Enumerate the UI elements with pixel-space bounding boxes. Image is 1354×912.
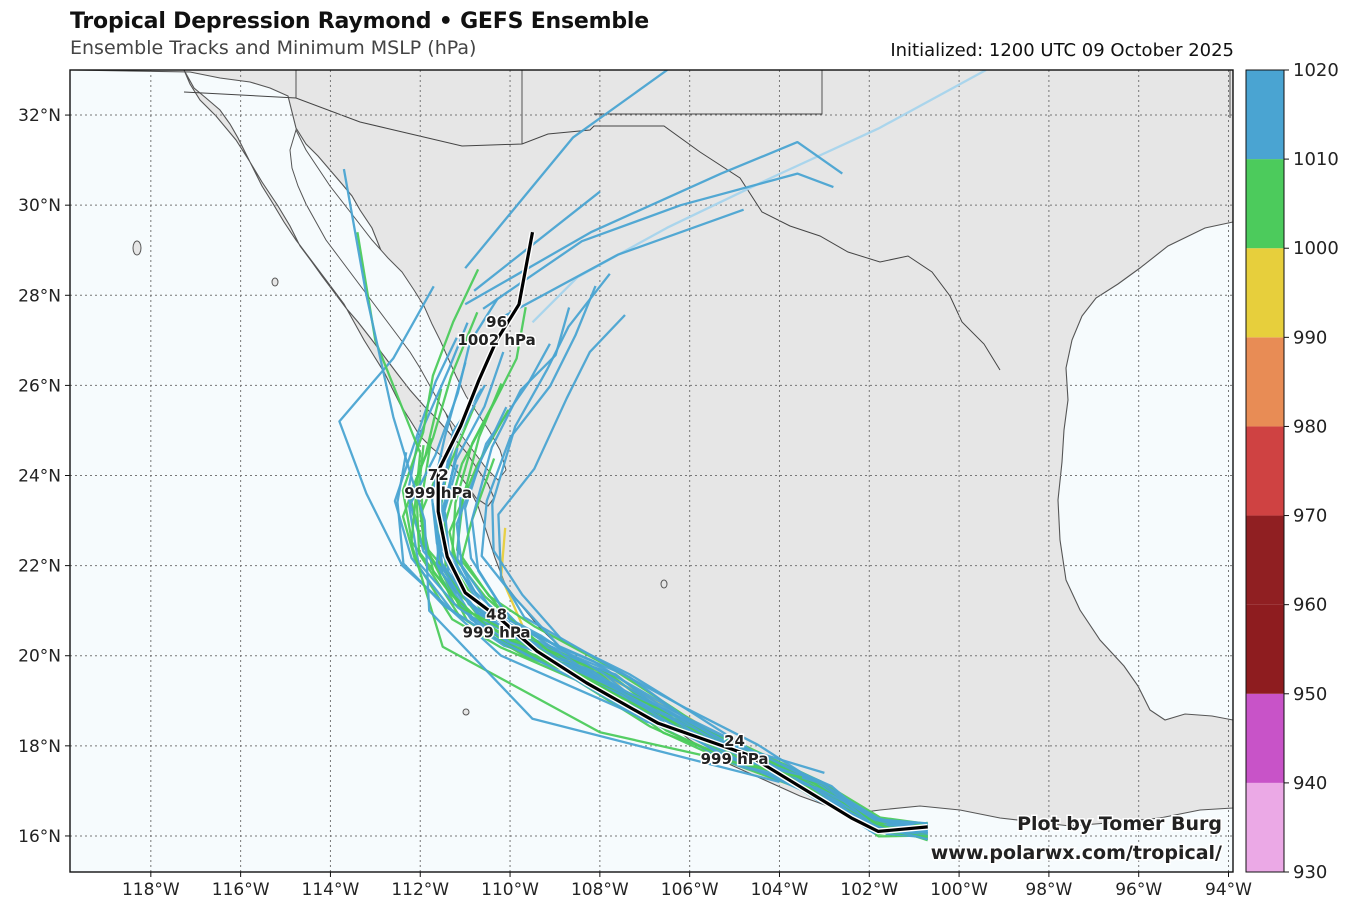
map-frame [69,69,1234,873]
lat-tick-label: 24°N [18,467,61,487]
lon-tick-label: 106°W [661,880,719,900]
island [462,708,470,716]
colorbar-segment [1246,604,1284,694]
lon-tick-label: 102°W [840,880,898,900]
colorbar-segment [1246,515,1284,605]
credit-author: Plot by Tomer Burg [1017,813,1222,835]
ensemble-member-track [464,140,843,306]
ensemble-member-track [455,406,928,825]
axis-ticks: 118°W 116°W 114°W 112°W 110°W 108°W 106°W 104°W… [18,106,1252,900]
ensemble-member-track [464,70,668,269]
ensemble-member-track [500,208,744,319]
colorbar-segment [1246,693,1284,783]
colorbar-label: 960 [1293,595,1327,616]
chart-subtitle: Ensemble Tracks and Minimum MSLP (hPa) [70,37,477,59]
lat-tick-label: 18°N [18,737,61,757]
forecast-hour-label: 72 [428,466,449,484]
colorbar-segment [1246,70,1284,160]
colorbar-label: 1000 [1293,238,1339,259]
lat-tick-label: 26°N [18,376,61,396]
lon-tick-label: 112°W [391,880,449,900]
lon-tick-label: 100°W [930,880,988,900]
colorbar-label: 990 [1293,327,1327,348]
lon-tick-label: 108°W [571,880,629,900]
forecast-hour-label: 48 [486,606,507,624]
ensemble-member-track [338,285,825,775]
colorbar-segment [1246,159,1284,249]
island [660,579,668,589]
colorbar-frame [1245,69,1285,873]
ensemble-member-track [342,168,780,784]
colorbar-label: 1020 [1293,60,1339,81]
colorbar-segment [1246,782,1284,872]
mslp-label: 1002 hPa [457,331,535,349]
ensemble-member-track [482,172,834,310]
island [271,277,279,287]
mean-track-line [436,231,928,833]
ensemble-mean-track [435,231,928,835]
credit-url: www.polarwx.com/tropical/ [931,842,1222,864]
ensemble-member-track [473,190,601,292]
us-mexico-border [183,91,1001,371]
colorbar-label: 940 [1293,773,1327,794]
mslp-label: 999 hPa [404,484,472,502]
colorbar-segment [1246,337,1284,427]
gulf-of-california [289,128,507,481]
chart-title: Tropical Depression Raymond • GEFS Ensem… [70,9,649,34]
colorbar-label: 1010 [1293,149,1339,170]
forecast-hour-label: 96 [486,313,507,331]
ensemble-member-track [431,503,928,827]
lat-tick-label: 16°N [18,827,61,847]
lat-tick-label: 30°N [18,196,61,216]
lat-tick-label: 32°N [18,106,61,126]
colorbar-label: 980 [1293,416,1327,437]
lat-tick-label: 20°N [18,647,61,667]
forecast-hour-label: 24 [724,732,745,750]
mslp-colorbar: 930 940 950 960 970 980 990 1000 1010 1020 [1245,60,1339,883]
lon-tick-label: 94°W [1205,880,1252,900]
lat-tick-label: 28°N [18,286,61,306]
mslp-label: 999 hPa [701,750,769,768]
colorbar-segment [1246,426,1284,516]
ensemble-member-track [470,307,928,834]
lon-tick-label: 116°W [212,880,270,900]
mslp-label: 999 hPa [463,624,531,642]
lon-tick-label: 110°W [481,880,539,900]
state-line [295,70,1231,144]
init-time: Initialized: 1200 UTC 09 October 2025 [890,40,1234,61]
ensemble-member-track [439,388,928,834]
lon-tick-label: 114°W [302,880,360,900]
lat-tick-label: 22°N [18,557,61,577]
colorbar-segment [1246,248,1284,338]
colorbar-label: 930 [1293,862,1327,883]
ensemble-member-track [497,314,928,839]
lon-tick-label: 96°W [1115,880,1162,900]
island [132,240,142,256]
colorbar-label: 970 [1293,506,1327,527]
lon-tick-label: 104°W [751,880,809,900]
colorbar-label: 950 [1293,684,1327,705]
ensemble-member-track [531,70,987,324]
lon-tick-label: 118°W [122,880,180,900]
lon-tick-label: 98°W [1025,880,1072,900]
